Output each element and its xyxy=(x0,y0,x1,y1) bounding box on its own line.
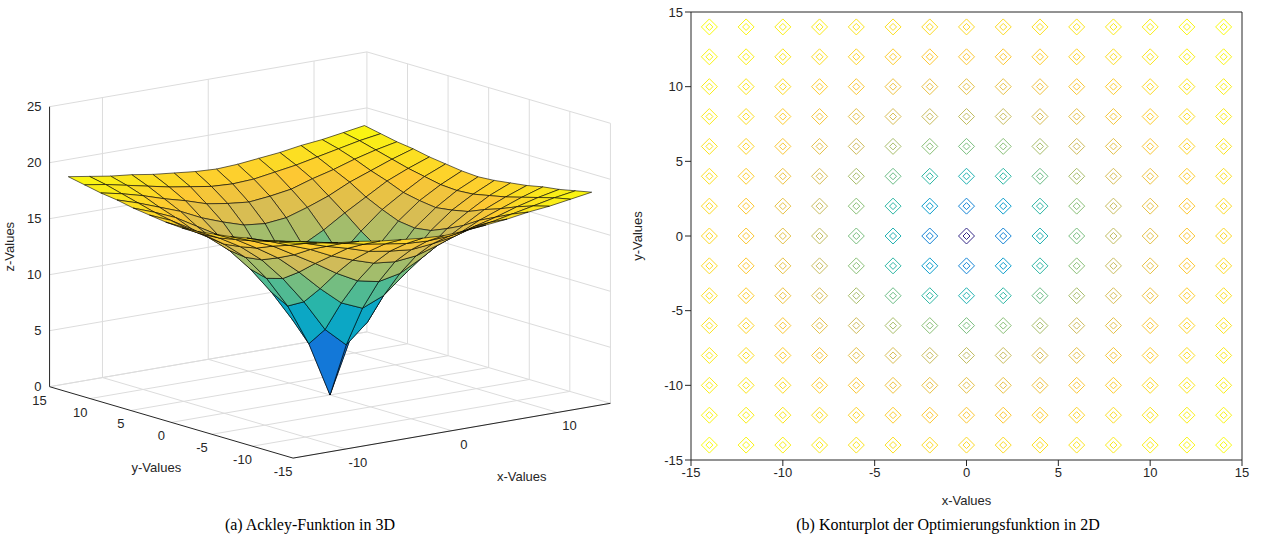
svg-text:-15: -15 xyxy=(274,464,293,479)
svg-text:0: 0 xyxy=(676,229,683,244)
html-text:(a) Ackley-Funktion in 3D: (a) Ackley-Funktion in 3D xyxy=(224,516,396,533)
svg-text:-5: -5 xyxy=(869,465,881,480)
svg-text:15: 15 xyxy=(1235,465,1249,480)
svg-text:-10: -10 xyxy=(233,452,252,467)
svg-text:0: 0 xyxy=(158,428,165,443)
svg-text:y-Values: y-Values xyxy=(630,211,645,261)
svg-text:x-Values: x-Values xyxy=(497,469,547,484)
svg-text:10: 10 xyxy=(562,418,576,433)
svg-text:5: 5 xyxy=(676,154,683,169)
svg-text:15: 15 xyxy=(32,393,46,408)
svg-text:10: 10 xyxy=(1143,465,1157,480)
svg-text:z-Values: z-Values xyxy=(2,221,17,271)
svg-text:20: 20 xyxy=(27,155,41,170)
svg-text:y-Values: y-Values xyxy=(132,460,182,475)
svg-text:5: 5 xyxy=(117,416,124,431)
svg-text:-5: -5 xyxy=(196,440,208,455)
svg-text:10: 10 xyxy=(27,267,41,282)
svg-text:10: 10 xyxy=(669,79,683,94)
svg-text:0: 0 xyxy=(963,465,970,480)
svg-text:-15: -15 xyxy=(664,453,683,468)
svg-text:10: 10 xyxy=(73,405,87,420)
svg-text:-5: -5 xyxy=(671,303,683,318)
svg-text:0: 0 xyxy=(460,437,467,452)
svg-text:-10: -10 xyxy=(773,465,792,480)
svg-text:5: 5 xyxy=(34,323,41,338)
svg-text:5: 5 xyxy=(1055,465,1062,480)
svg-text:-15: -15 xyxy=(682,465,701,480)
svg-text:-10: -10 xyxy=(349,455,368,470)
svg-text:x-Values: x-Values xyxy=(942,493,992,508)
svg-text:25: 25 xyxy=(27,99,41,114)
html-text:(b) Konturplot der Optimierung: (b) Konturplot der Optimierungsfunktion … xyxy=(796,516,1100,533)
svg-text:15: 15 xyxy=(669,5,683,20)
svg-text:15: 15 xyxy=(27,211,41,226)
svg-text:0: 0 xyxy=(34,379,41,394)
svg-text:-10: -10 xyxy=(664,378,683,393)
